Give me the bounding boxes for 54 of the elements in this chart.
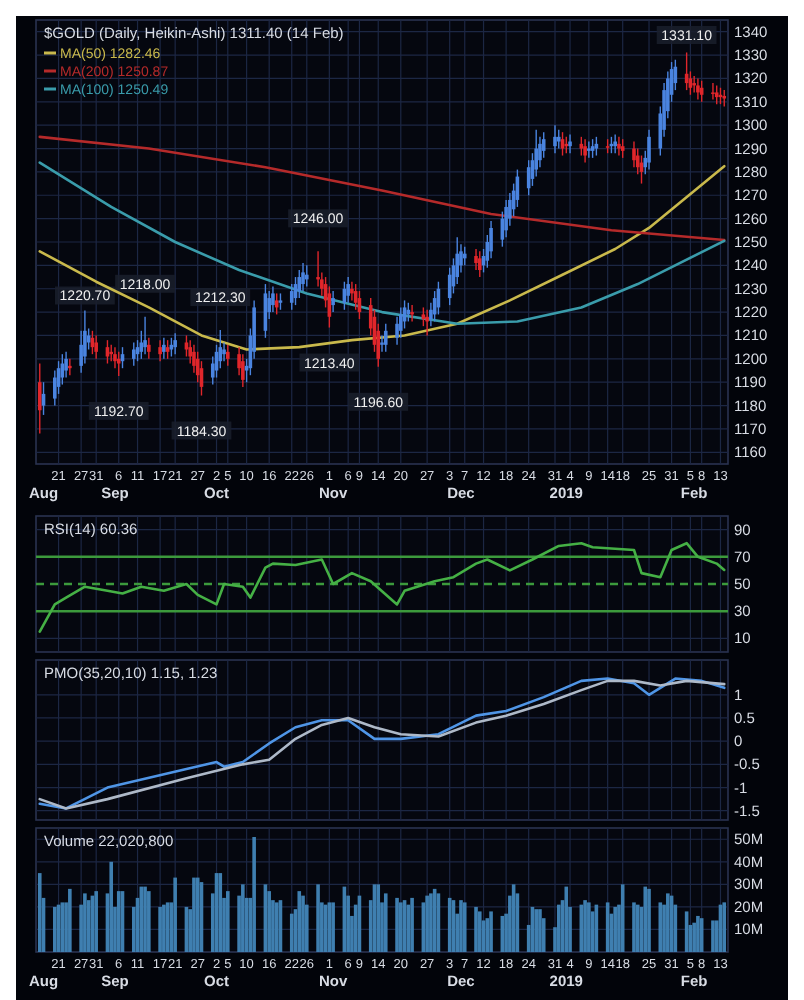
candlestick	[425, 309, 429, 337]
candlestick	[289, 283, 294, 311]
candlestick	[113, 346, 117, 369]
candlestick	[192, 344, 196, 374]
candlestick	[383, 323, 388, 353]
candlestick	[541, 131, 546, 159]
candlestick	[632, 140, 636, 168]
candlestick	[94, 334, 98, 360]
candlestick	[489, 220, 493, 260]
candlestick	[696, 77, 700, 101]
candlestick	[692, 75, 696, 94]
candlestick	[226, 344, 230, 367]
candlestick	[316, 250, 320, 288]
candlestick	[173, 332, 177, 355]
candlestick	[64, 351, 68, 379]
candlestick	[711, 82, 715, 101]
candlestick	[147, 337, 151, 360]
candlestick	[553, 124, 557, 154]
candlestick	[131, 341, 136, 367]
candlestick	[462, 245, 467, 267]
candlestick	[477, 250, 482, 278]
candlestick	[350, 281, 354, 302]
candlestick	[188, 339, 192, 365]
candlestick	[297, 269, 302, 299]
candlestick	[241, 353, 245, 388]
candlestick	[556, 129, 561, 150]
candlestick	[399, 306, 403, 339]
candlestick	[83, 309, 87, 365]
candlestick	[474, 248, 478, 271]
candlestick	[583, 138, 587, 164]
candlestick	[587, 140, 591, 159]
candlestick	[617, 136, 621, 157]
candlestick	[568, 133, 572, 154]
candlestick	[158, 339, 162, 362]
candlestick	[37, 362, 42, 435]
candlestick	[455, 236, 460, 285]
candlestick	[53, 369, 57, 407]
candlestick	[613, 133, 617, 154]
candlestick	[534, 129, 538, 178]
candlestick	[410, 304, 414, 323]
line-series	[38, 135, 726, 242]
candlestick	[301, 262, 305, 292]
candlestick	[304, 264, 309, 288]
line-series	[38, 541, 726, 633]
candlestick	[346, 276, 350, 304]
candlestick	[647, 129, 651, 171]
candlestick	[271, 285, 275, 313]
candlestick	[714, 84, 719, 105]
candlestick	[162, 337, 166, 360]
candlestick	[331, 290, 335, 313]
candlestick	[116, 351, 121, 377]
candlestick	[68, 358, 72, 376]
candlestick	[504, 199, 508, 239]
candlestick	[143, 316, 147, 355]
